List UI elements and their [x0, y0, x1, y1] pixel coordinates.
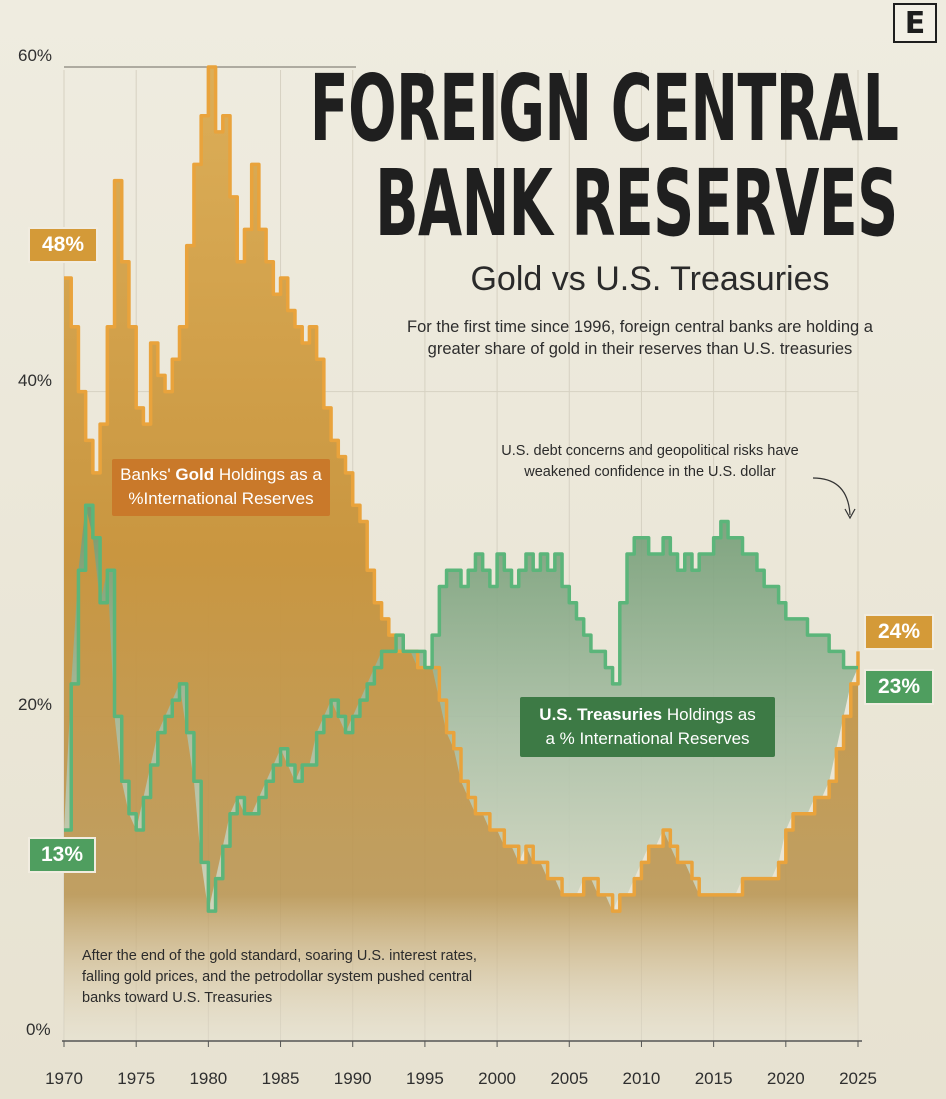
gold-series-line	[64, 65, 860, 913]
treasury-area	[64, 505, 858, 912]
gold-label-post: Holdings as a	[214, 465, 322, 484]
x-tick-label: 1980	[189, 1069, 228, 1088]
x-tick-marks	[63, 1041, 859, 1047]
x-tick-label: 2020	[766, 1069, 805, 1088]
y-tick-label: 20%	[18, 695, 53, 715]
x-tick-label: 1985	[261, 1069, 300, 1088]
x-tick-label: 2000	[478, 1069, 516, 1088]
treasury-label-line2: a % International Reserves	[545, 729, 750, 748]
x-tick-label: 1970	[45, 1069, 83, 1088]
gold-label-bold: Gold	[175, 465, 215, 484]
annotation-gold-standard: After the end of the gold standard, soar…	[82, 948, 477, 1006]
y-tick-label: 60%	[18, 46, 53, 65]
gold-label-pre: Banks'	[120, 465, 176, 484]
y-tick-label: 40%	[18, 370, 53, 390]
x-tick-label: 2015	[694, 1069, 733, 1088]
x-tick-label: 1995	[405, 1069, 444, 1088]
annotation-debt-concerns: U.S. debt concerns and geopolitical risk…	[501, 443, 799, 480]
page-subtitle: Gold vs U.S. Treasuries	[470, 260, 830, 298]
arrow-head-icon	[844, 508, 856, 520]
brand-logo: E	[893, 3, 937, 43]
treasury-series-line	[64, 503, 858, 913]
arrow-curve	[812, 477, 851, 516]
gold-label-line2: %International Reserves	[128, 489, 314, 508]
page-title-line1: FOREIGN CENTRAL	[309, 55, 898, 162]
treasury-end-value-tag: 23%	[864, 669, 934, 705]
y-tick-label: 0%	[26, 1020, 51, 1039]
brand-logo-letter: E	[904, 5, 926, 41]
treasury-label-bold: U.S. Treasuries	[539, 705, 663, 724]
page-title-line2: BANK RESERVES	[375, 150, 899, 257]
treasury-label-post: Holdings as	[662, 705, 756, 724]
page-description: For the first time since 1996, foreign c…	[407, 318, 873, 358]
x-tick-label: 1990	[333, 1069, 372, 1088]
x-tick-label: 2010	[622, 1069, 661, 1088]
gold-series-label: Banks' Gold Holdings as a %International…	[112, 459, 330, 516]
x-tick-label: 2005	[550, 1069, 589, 1088]
treasury-series-label: U.S. Treasuries Holdings as a % Internat…	[520, 697, 775, 757]
treasury-start-value-tag: 13%	[28, 837, 96, 873]
gold-end-value-tag: 24%	[864, 614, 934, 650]
x-tick-label: 2025	[839, 1069, 877, 1088]
gold-start-value-tag: 48%	[28, 227, 98, 263]
x-tick-label: 1975	[117, 1069, 156, 1088]
